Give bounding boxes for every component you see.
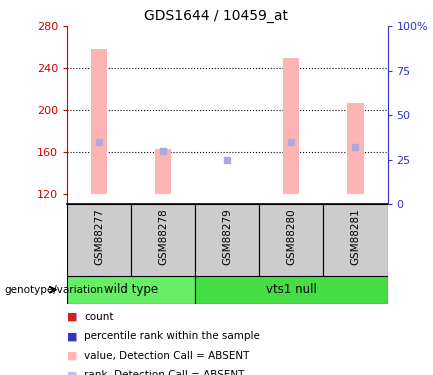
Bar <box>67 204 131 276</box>
Point <box>288 138 295 144</box>
Text: ■: ■ <box>67 312 78 322</box>
Text: GSM88277: GSM88277 <box>94 208 104 265</box>
Bar <box>283 58 300 194</box>
Text: percentile rank within the sample: percentile rank within the sample <box>84 332 260 341</box>
Point <box>224 158 231 164</box>
Bar <box>67 276 195 304</box>
Text: GSM88280: GSM88280 <box>286 208 297 265</box>
Text: GDS1644 / 10459_at: GDS1644 / 10459_at <box>145 9 288 23</box>
Text: rank, Detection Call = ABSENT: rank, Detection Call = ABSENT <box>84 370 245 375</box>
Text: value, Detection Call = ABSENT: value, Detection Call = ABSENT <box>84 351 250 361</box>
Point <box>352 144 359 150</box>
Text: ■: ■ <box>67 332 78 341</box>
Bar <box>131 204 195 276</box>
Bar <box>91 49 107 194</box>
Bar <box>347 103 364 194</box>
Text: wild type: wild type <box>104 283 158 296</box>
Point <box>96 138 103 144</box>
Text: GSM88278: GSM88278 <box>158 208 168 265</box>
Text: count: count <box>84 312 114 322</box>
Text: ■: ■ <box>67 370 78 375</box>
Point <box>160 148 167 154</box>
Bar <box>195 276 388 304</box>
Bar <box>323 204 388 276</box>
Text: ■: ■ <box>67 351 78 361</box>
Text: GSM88279: GSM88279 <box>222 208 233 265</box>
Text: GSM88281: GSM88281 <box>350 208 361 265</box>
Text: genotype/variation: genotype/variation <box>4 285 103 295</box>
Text: vts1 null: vts1 null <box>266 283 317 296</box>
Bar <box>155 149 171 194</box>
Bar <box>259 204 323 276</box>
Bar <box>195 204 259 276</box>
